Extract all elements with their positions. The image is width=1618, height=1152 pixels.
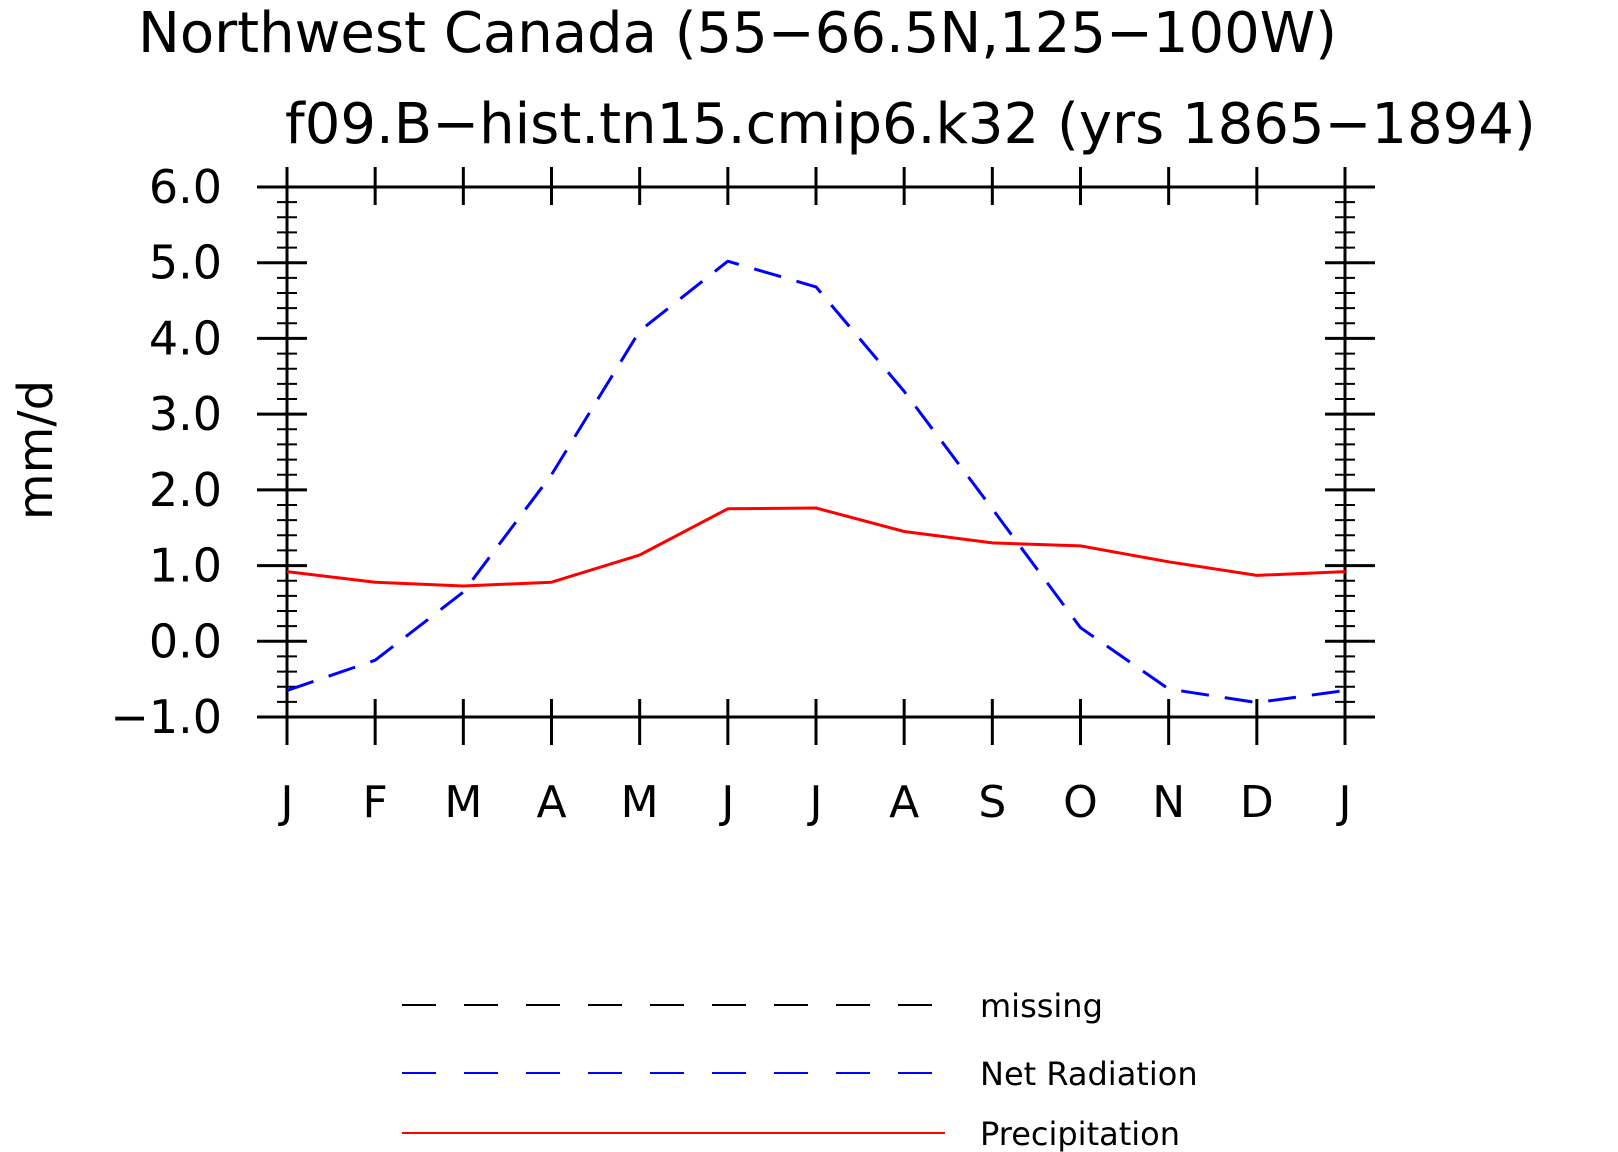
axes: 6.0 5.0 4.0 3.0 2.0 1.0 0.0 −1.0 J F M A M J J A S O N D J: [110, 160, 1375, 828]
x-tick-label: J: [807, 777, 823, 828]
y-axis-label: mm/d: [8, 380, 64, 520]
series-line-net-radiation: [286, 259, 1346, 705]
x-tick-label: M: [621, 777, 659, 828]
y-tick-label: 4.0: [149, 311, 222, 365]
x-tick-label: M: [444, 777, 482, 828]
series-lines: [286, 259, 1346, 705]
x-tick-label: J: [1336, 777, 1352, 828]
legend: missing Net Radiation Precipitation: [402, 987, 1198, 1152]
y-tick-label: 6.0: [149, 160, 222, 214]
series-line-precipitation: [286, 506, 1346, 588]
x-tick-label: A: [889, 777, 919, 828]
x-tick-label: F: [363, 777, 388, 828]
y-tick-label: 3.0: [149, 387, 222, 441]
x-tick-label: O: [1063, 777, 1098, 828]
x-tick-label: D: [1240, 777, 1274, 828]
y-tick-label: 2.0: [149, 463, 222, 517]
legend-label-net-radiation: Net Radiation: [980, 1055, 1198, 1093]
y-tick-label: 1.0: [149, 539, 222, 593]
plot-area: [285, 185, 1347, 719]
chart-subtitle: f09.B−hist.tn15.cmip6.k32 (yrs 1865−1894…: [285, 92, 1536, 157]
legend-label-precipitation: Precipitation: [980, 1115, 1180, 1152]
y-tick-label: 5.0: [149, 236, 222, 290]
x-tick-label: S: [978, 777, 1006, 828]
x-tick-label: A: [536, 777, 566, 828]
chart-title: Northwest Canada (55−66.5N,125−100W): [138, 1, 1337, 66]
x-tick-label: J: [278, 777, 294, 828]
x-tick-label: J: [718, 777, 734, 828]
y-tick-label: 0.0: [149, 614, 222, 668]
x-tick-label: N: [1152, 777, 1185, 828]
plot-frame: [285, 185, 1347, 719]
y-tick-label: −1.0: [110, 690, 222, 744]
legend-label-missing: missing: [980, 987, 1103, 1025]
